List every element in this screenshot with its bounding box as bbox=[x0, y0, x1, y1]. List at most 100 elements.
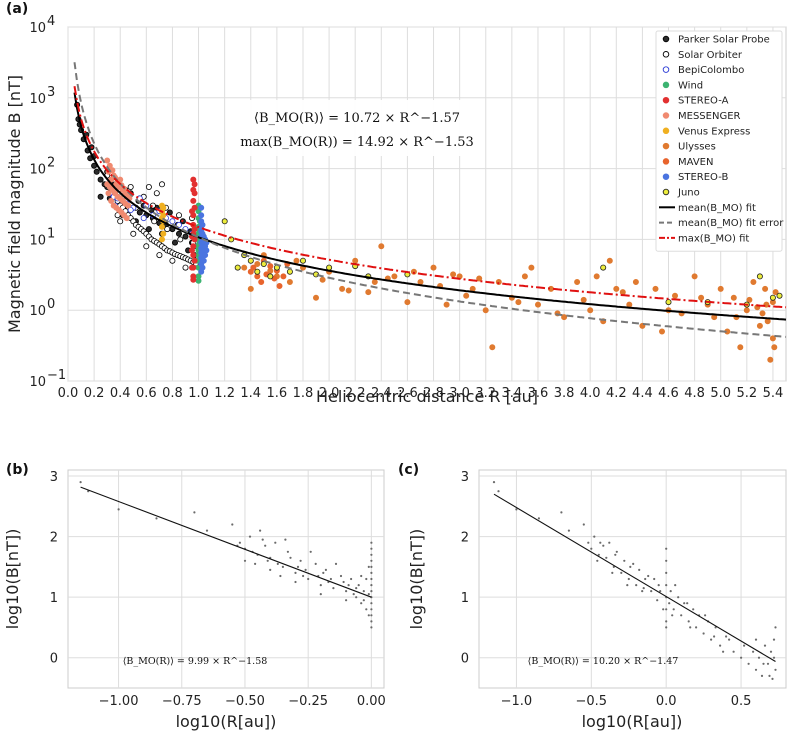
panel-b-points bbox=[79, 481, 373, 629]
a-point-ulysses bbox=[450, 271, 457, 278]
c-point bbox=[772, 656, 776, 659]
c-point bbox=[677, 596, 680, 599]
b-point bbox=[254, 562, 257, 566]
a-point-ulysses bbox=[759, 310, 766, 317]
c-point bbox=[757, 656, 761, 659]
c-point bbox=[593, 535, 596, 538]
a-x-tick-label: 5.0 bbox=[710, 386, 731, 401]
c-point bbox=[641, 590, 644, 593]
panel-c-x-label: log10(R[au]) bbox=[582, 712, 683, 731]
c-point bbox=[665, 584, 668, 587]
b-point bbox=[360, 574, 363, 578]
c-point bbox=[710, 638, 713, 641]
a-point-ulysses bbox=[339, 285, 346, 292]
a-point-ulysses bbox=[750, 278, 757, 285]
a-legend-marker bbox=[662, 112, 670, 119]
a-point-stereo-a bbox=[188, 247, 195, 254]
a-point-juno bbox=[267, 273, 274, 280]
a-point-stereo-b bbox=[203, 247, 210, 254]
a-point-ulysses bbox=[587, 307, 594, 314]
a-point-stereo-b bbox=[200, 257, 207, 264]
a-point-ulysses bbox=[319, 276, 326, 283]
c-y-tick-label: 2 bbox=[461, 531, 469, 546]
c-point bbox=[620, 571, 623, 575]
a-point-stereo-a bbox=[191, 190, 198, 197]
c-point bbox=[672, 608, 675, 611]
a-legend-entry: Juno bbox=[677, 188, 700, 199]
a-point-parker-solar-probe bbox=[166, 209, 173, 216]
b-point bbox=[355, 587, 358, 590]
b-point bbox=[309, 550, 312, 553]
c-point bbox=[659, 590, 662, 593]
c-point bbox=[615, 550, 618, 553]
c-point bbox=[665, 571, 668, 575]
a-x-tick-label: 4.6 bbox=[658, 386, 679, 401]
a-x-tick-label: 2.4 bbox=[371, 386, 392, 401]
b-point bbox=[367, 565, 370, 569]
b-x-tick-label: −0.25 bbox=[288, 694, 328, 709]
b-point bbox=[362, 590, 365, 593]
b-point bbox=[334, 562, 338, 566]
c-point bbox=[683, 602, 686, 605]
a-point-solar-orbiter bbox=[175, 212, 182, 219]
b-point bbox=[365, 608, 368, 611]
a-y-tick-exponent: 1 bbox=[47, 226, 55, 241]
b-point bbox=[302, 574, 305, 578]
c-point bbox=[665, 620, 668, 623]
c-point bbox=[725, 635, 728, 638]
a-x-tick-label: 3.2 bbox=[475, 386, 496, 401]
a-point-ulysses bbox=[286, 278, 293, 285]
panel-c-label: (c) bbox=[398, 462, 419, 478]
b-y-tick-label: 3 bbox=[50, 470, 58, 485]
b-point bbox=[370, 571, 373, 575]
a-legend-entry: Venus Express bbox=[678, 126, 750, 137]
a-point-solar-orbiter bbox=[158, 181, 165, 188]
c-point bbox=[626, 584, 629, 587]
c-point bbox=[605, 556, 608, 559]
c-point bbox=[687, 620, 690, 623]
b-point bbox=[319, 593, 322, 596]
b-point bbox=[248, 535, 252, 538]
a-point-stereo-a bbox=[191, 181, 198, 188]
a-point-ulysses bbox=[365, 289, 372, 296]
a-legend-entry: MAVEN bbox=[678, 157, 713, 168]
b-point bbox=[294, 580, 297, 584]
a-point-ulysses bbox=[580, 296, 587, 303]
b-point bbox=[205, 529, 209, 532]
b-point bbox=[367, 593, 370, 596]
b-point bbox=[362, 599, 365, 602]
a-point-juno bbox=[776, 292, 783, 299]
a-point-stereo-a bbox=[191, 226, 198, 233]
a-legend-entry: Wind bbox=[678, 80, 703, 91]
a-legend-entry: Solar Orbiter bbox=[678, 50, 743, 61]
c-point bbox=[665, 608, 668, 611]
b-point bbox=[332, 587, 335, 590]
a-point-ulysses bbox=[391, 273, 398, 280]
panel-b: (b) −1.00 −0.75 −0.50 −0.25 0.00 0 1 2 3 log10(… bbox=[3, 462, 386, 731]
a-x-tick-label: 4.2 bbox=[606, 386, 627, 401]
c-point bbox=[732, 650, 735, 653]
a-point-ulysses bbox=[606, 257, 613, 264]
c-point bbox=[668, 602, 671, 605]
a-point-juno bbox=[286, 268, 293, 275]
a-point-solar-orbiter bbox=[143, 243, 150, 250]
c-point bbox=[492, 481, 496, 484]
a-point-solar-orbiter bbox=[177, 236, 184, 243]
a-x-tick-label: 2.6 bbox=[397, 386, 418, 401]
a-point-juno bbox=[247, 257, 254, 264]
c-point bbox=[602, 544, 605, 547]
panel-a-x-ticks: 0.0 0.2 0.4 0.6 0.8 1.0 1.2 1.4 1.6 1.8 2.0 2.2 2.4 2… bbox=[58, 386, 784, 401]
b-point bbox=[370, 608, 373, 611]
panel-c-annotation: ⟨B_MO(R)⟩ = 10.20 × R^−1.47 bbox=[528, 656, 679, 667]
c-point bbox=[772, 638, 776, 641]
b-point bbox=[243, 559, 247, 562]
b-point bbox=[276, 562, 279, 566]
b-point bbox=[370, 590, 373, 593]
a-point-ulysses bbox=[489, 344, 496, 351]
c-point bbox=[647, 574, 650, 578]
c-point bbox=[747, 662, 750, 665]
b-x-tick-label: −0.50 bbox=[225, 694, 265, 709]
a-point-messenger bbox=[123, 215, 130, 222]
a-point-juno bbox=[600, 264, 607, 271]
